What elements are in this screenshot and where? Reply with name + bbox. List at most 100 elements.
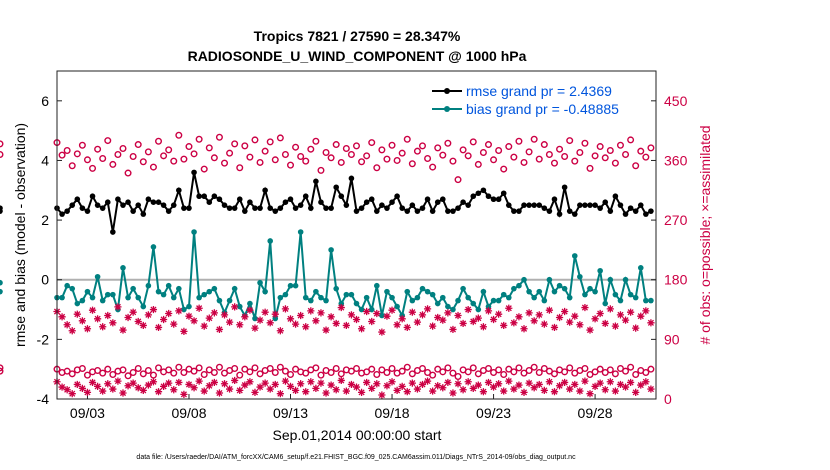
obs-possible-marker	[347, 150, 355, 158]
obs-possible-marker	[261, 147, 269, 155]
obs-assimilated-marker	[403, 388, 411, 396]
obs-possible-marker	[449, 369, 457, 377]
obs-possible-marker	[368, 365, 376, 373]
obs-assimilated-marker	[63, 386, 71, 394]
y-right-tick-label: 270	[664, 212, 688, 228]
obs-assimilated-marker	[144, 381, 152, 389]
data-point	[262, 288, 268, 295]
obs-assimilated-marker	[454, 311, 462, 320]
data-point	[536, 202, 543, 208]
data-point	[602, 199, 609, 205]
series-4	[53, 303, 655, 336]
data-point	[582, 202, 588, 208]
obs-assimilated-marker	[439, 316, 447, 324]
obs-possible-marker	[525, 148, 533, 156]
obs-possible-marker	[383, 368, 391, 376]
obs-assimilated-marker	[352, 315, 361, 324]
obs-assimilated-marker	[632, 388, 640, 396]
obs-possible-marker	[155, 364, 163, 372]
obs-possible-marker	[581, 365, 589, 373]
data-point	[318, 294, 324, 301]
obs-possible-marker	[332, 365, 340, 373]
data-point	[338, 300, 345, 307]
obs-possible-marker	[469, 364, 477, 372]
obs-assimilated-marker	[571, 312, 579, 320]
obs-assimilated-marker	[200, 387, 208, 395]
obs-possible-marker	[515, 137, 523, 145]
obs-possible-marker	[353, 142, 361, 150]
obs-possible-marker	[479, 149, 487, 157]
obs-possible-marker	[0, 140, 4, 148]
obs-possible-marker	[413, 147, 421, 155]
obs-assimilated-marker	[332, 386, 340, 394]
data-point	[439, 196, 446, 203]
obs-possible-marker	[632, 162, 640, 170]
data-point	[632, 294, 639, 301]
obs-assimilated-marker	[73, 310, 81, 318]
obs-possible-marker	[606, 147, 614, 155]
obs-possible-marker	[571, 157, 579, 165]
obs-assimilated-marker	[464, 378, 472, 386]
series-5	[53, 377, 655, 399]
data-point	[211, 193, 218, 200]
series-line	[56, 172, 652, 233]
data-point	[419, 205, 426, 211]
obs-assimilated-marker	[627, 378, 635, 387]
obs-possible-marker	[200, 370, 208, 378]
data-point	[140, 303, 147, 310]
obs-possible-marker	[231, 140, 239, 148]
obs-possible-marker	[622, 150, 630, 158]
data-point	[485, 303, 492, 310]
obs-possible-marker	[68, 162, 76, 170]
obs-possible-marker	[104, 365, 112, 373]
obs-possible-marker	[444, 364, 452, 372]
obs-possible-marker	[170, 369, 178, 377]
data-point	[607, 208, 614, 214]
data-point	[191, 229, 197, 235]
data-point	[546, 276, 553, 283]
obs-assimilated-marker	[434, 313, 442, 322]
obs-assimilated-marker	[621, 383, 630, 391]
obs-assimilated-marker	[611, 387, 619, 395]
data-point	[267, 205, 274, 211]
data-point	[231, 205, 238, 211]
obs-possible-marker	[114, 150, 122, 158]
data-point	[110, 291, 116, 298]
obs-possible-marker	[449, 157, 457, 165]
data-point	[282, 291, 289, 298]
obs-assimilated-marker	[58, 383, 66, 391]
obs-assimilated-marker	[256, 383, 264, 391]
obs-possible-marker	[312, 137, 320, 145]
y-right-tick-label: 0	[664, 391, 672, 407]
data-point	[419, 285, 426, 292]
obs-assimilated-marker	[210, 378, 218, 387]
legend-rmse-marker	[444, 88, 450, 94]
obs-assimilated-marker	[190, 384, 198, 392]
obs-possible-marker	[561, 368, 569, 376]
obs-assimilated-marker	[281, 377, 290, 385]
obs-possible-marker	[530, 363, 538, 371]
obs-assimilated-marker	[459, 319, 467, 328]
obs-possible-marker	[373, 164, 381, 172]
data-point	[277, 205, 284, 211]
data-point	[211, 285, 218, 292]
obs-assimilated-marker	[327, 381, 335, 389]
obs-possible-marker	[393, 156, 401, 164]
data-point	[79, 297, 86, 304]
data-point	[150, 244, 157, 250]
obs-possible-marker	[215, 363, 223, 371]
obs-possible-marker	[251, 136, 259, 144]
obs-assimilated-marker	[63, 321, 71, 329]
data-point	[196, 294, 202, 301]
data-point	[434, 199, 441, 205]
obs-assimilated-marker	[555, 313, 564, 322]
obs-assimilated-marker	[307, 307, 315, 315]
data-point	[643, 211, 649, 217]
data-point	[384, 288, 390, 295]
data-point	[99, 205, 106, 211]
data-point	[374, 282, 380, 289]
obs-assimilated-marker	[535, 311, 543, 319]
obs-assimilated-marker	[555, 382, 564, 390]
obs-assimilated-marker	[114, 303, 122, 311]
obs-possible-marker	[78, 141, 86, 149]
